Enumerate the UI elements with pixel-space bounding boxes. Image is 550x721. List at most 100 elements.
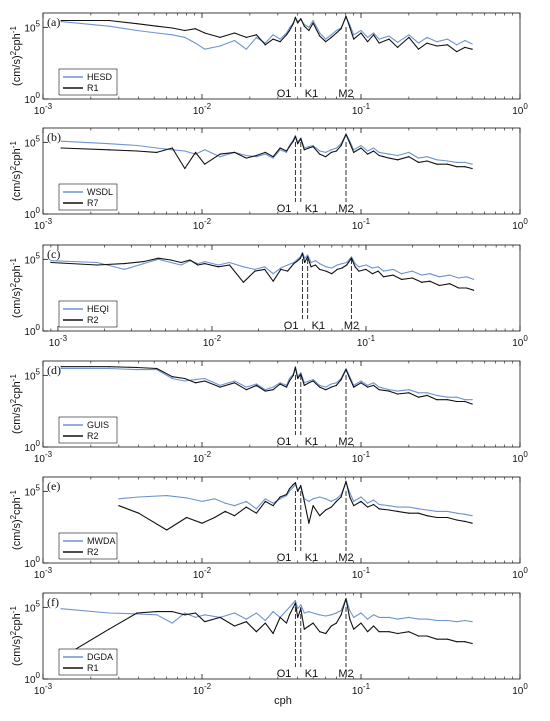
data-point-r7 (285, 150, 288, 152)
data-point-r2 (336, 268, 338, 270)
data-point-heqi (354, 263, 356, 265)
data-point-r1 (408, 631, 410, 633)
data-point-hesd (156, 32, 158, 34)
panel-letter: (e) (47, 479, 60, 493)
data-point-r7 (349, 142, 351, 144)
data-point-dgda (292, 602, 294, 604)
data-point-hesd (471, 43, 473, 45)
data-point-heqi (350, 256, 353, 258)
data-point-r2 (464, 520, 466, 522)
x-tick-label: 10-3 (34, 102, 53, 117)
data-point-r1 (417, 635, 420, 637)
data-point-guis (360, 380, 362, 382)
tidal-label-k1: K1 (305, 436, 318, 448)
data-point-r1 (340, 28, 342, 30)
data-point-r2 (204, 380, 206, 382)
axes-frame (42, 244, 521, 332)
data-point-r1 (297, 22, 299, 24)
data-point-heqi (157, 258, 160, 260)
data-point-r2 (303, 384, 305, 386)
data-point-r1 (345, 15, 347, 17)
panel-letter: (c) (47, 247, 60, 261)
x-tick-label: 10-1 (352, 102, 371, 117)
data-point-r1 (426, 635, 428, 637)
data-point-r2 (308, 382, 310, 384)
data-point-r7 (255, 154, 258, 157)
data-point-r2 (349, 377, 351, 380)
data-point-r2 (297, 490, 299, 492)
data-point-r1 (353, 38, 355, 40)
data-point-r2 (166, 529, 168, 531)
x-tick-label: 10-2 (203, 334, 222, 349)
tidal-label-k1: K1 (305, 552, 318, 564)
data-point-r1 (360, 622, 362, 624)
data-point-guis (288, 377, 291, 380)
data-point-r2 (264, 500, 266, 502)
y-tick-label: 105 (24, 367, 40, 382)
data-point-r2 (293, 263, 295, 265)
data-point-dgda (288, 606, 291, 608)
legend-label: R7 (87, 198, 99, 208)
axes-frame (42, 476, 521, 564)
data-point-r1 (353, 628, 355, 630)
data-point-r2 (325, 509, 327, 511)
data-point-guis (184, 380, 186, 382)
panel-letter: (a) (47, 15, 60, 29)
data-point-dgda (264, 619, 266, 622)
tidal-label-m2: M2 (338, 552, 353, 564)
data-point-hesd (288, 27, 291, 29)
data-point-guis (171, 377, 173, 380)
data-point-mwda (255, 508, 258, 510)
data-point-r2 (335, 500, 337, 502)
data-point-mwda (417, 508, 420, 510)
data-point-r7 (319, 153, 321, 155)
tidal-label-m2: M2 (338, 436, 353, 448)
data-point-r1 (255, 631, 258, 633)
data-point-dgda (303, 612, 305, 614)
data-point-r2 (330, 386, 332, 388)
legend-label: HEQI (87, 304, 109, 314)
data-point-r7 (292, 140, 294, 142)
data-point-r1 (108, 19, 110, 22)
data-point-hesd (312, 19, 314, 22)
data-point-r1 (297, 616, 299, 618)
panel-e: 10-3 10-2 10-1 100 100 105(cm/s)2cph-1 (e) O1 K1… (9, 476, 528, 581)
x-tick-label: 10-3 (34, 682, 53, 697)
data-point-heqi (319, 263, 321, 265)
data-point-wsdl (279, 149, 281, 151)
data-point-r1 (194, 612, 197, 614)
tidal-label-o1: O1 (277, 88, 292, 100)
data-point-guis (156, 369, 158, 371)
y-axis-label: (cm/s)2cph-1 (9, 258, 23, 318)
data-point-r7 (219, 153, 221, 155)
data-point-wsdl (345, 133, 347, 135)
data-point-r7 (136, 150, 138, 152)
data-point-heqi (264, 266, 266, 268)
data-point-r2 (378, 508, 380, 510)
data-point-dgda (366, 618, 369, 620)
y-tick-label: 100 (24, 91, 40, 106)
data-point-hesd (194, 42, 197, 44)
data-point-wsdl (184, 150, 186, 152)
data-point-r7 (279, 147, 281, 149)
data-point-dgda (349, 609, 351, 612)
legend-label: R1 (87, 663, 99, 673)
x-tick-label: 10-1 (352, 217, 371, 232)
data-point-guis (108, 367, 110, 370)
tidal-label-k1: K1 (305, 88, 318, 100)
data-point-r1 (319, 631, 321, 633)
data-point-wsdl (426, 156, 428, 158)
y-tick-label: 100 (24, 323, 40, 338)
data-point-dgda (294, 599, 297, 602)
data-point-r2 (365, 268, 367, 270)
series-line-r7 (61, 133, 473, 170)
data-point-r2 (360, 382, 362, 384)
data-point-mwda (325, 498, 327, 500)
data-point-r1 (372, 625, 375, 627)
data-point-heqi (296, 259, 298, 261)
data-point-r1 (219, 616, 221, 618)
data-point-r1 (308, 625, 310, 627)
data-point-r2 (171, 376, 173, 378)
data-point-r1 (312, 22, 314, 24)
data-point-r1 (108, 628, 110, 630)
